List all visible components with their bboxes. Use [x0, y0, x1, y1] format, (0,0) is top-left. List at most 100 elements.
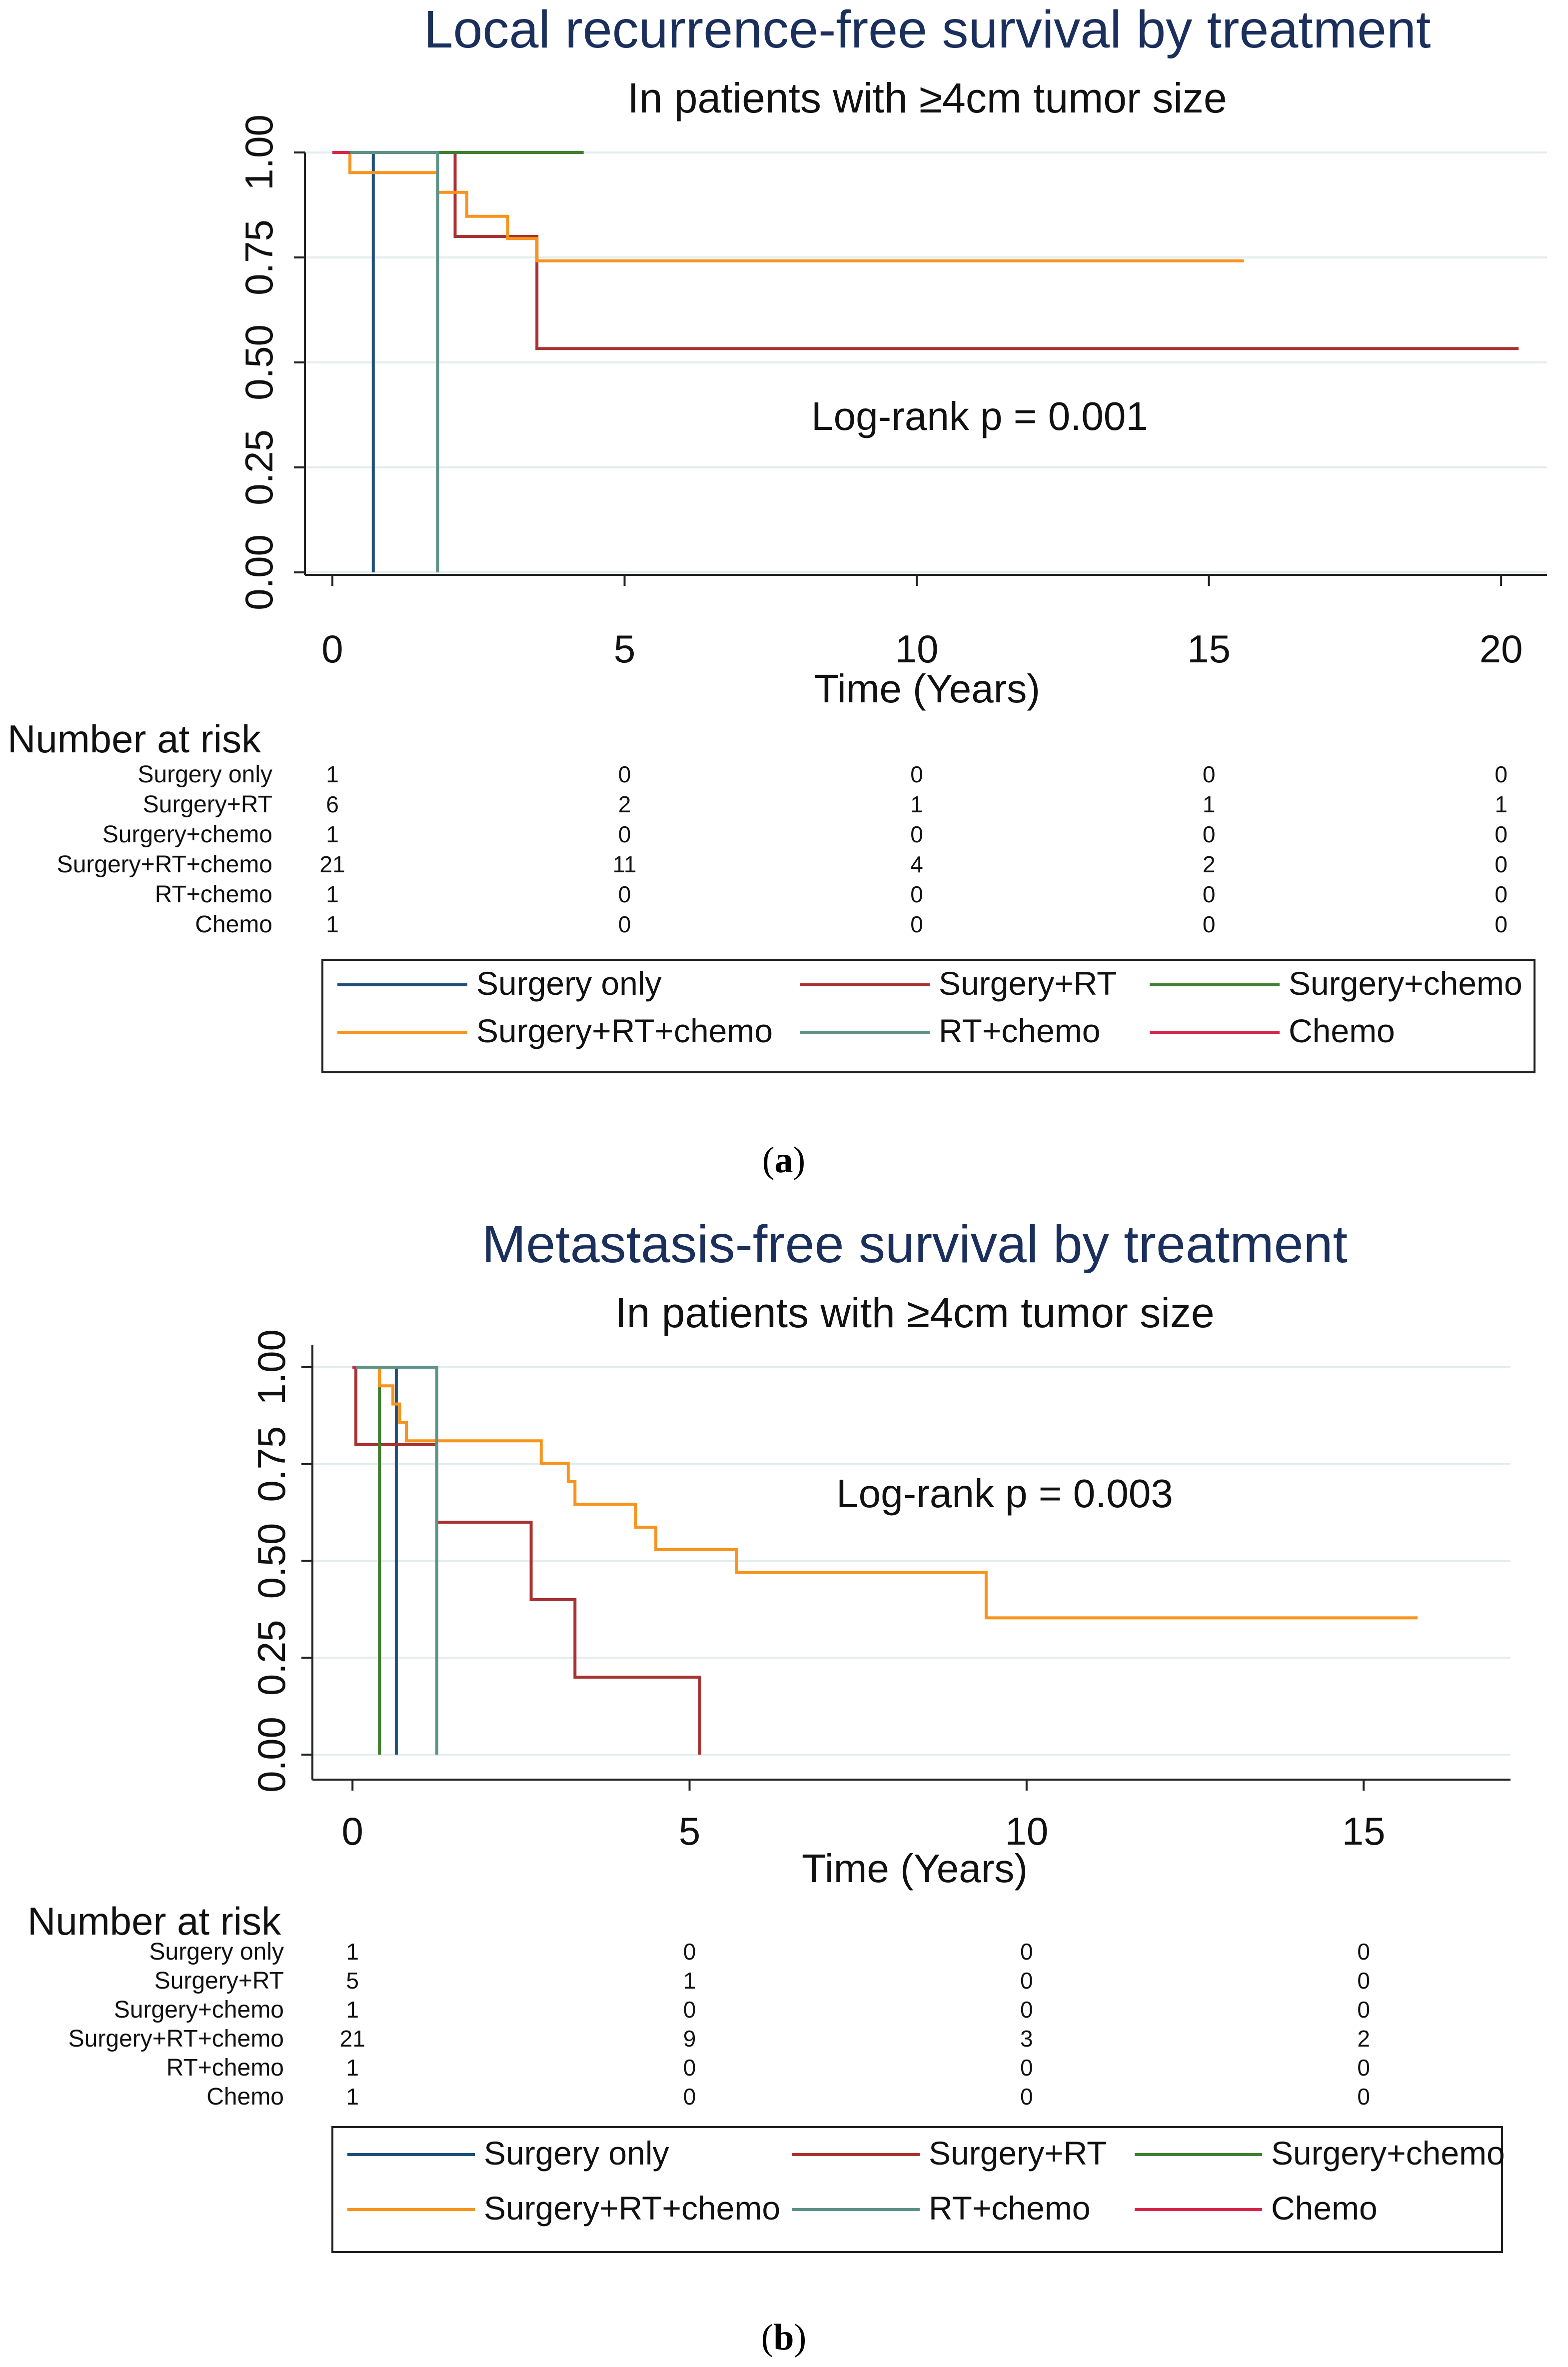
risk-count: 1 [326, 911, 339, 937]
risk-row-label-surgery-chemo: Surgery+chemo [102, 821, 272, 848]
risk-count: 0 [1357, 1968, 1370, 1994]
risk-count: 0 [1495, 851, 1508, 877]
risk-count: 0 [1020, 1939, 1033, 1965]
x-tick-label: 5 [614, 627, 635, 671]
legend-label-surgery-chemo: Surgery+chemo [1271, 2135, 1505, 2172]
risk-count: 0 [1357, 2084, 1370, 2110]
risk-count: 0 [1203, 761, 1216, 787]
panel-caption: (b) [761, 2317, 806, 2358]
risk-count: 0 [683, 1997, 696, 2023]
y-tick-label: 1.00 [237, 114, 281, 190]
risk-count: 0 [1357, 1939, 1370, 1965]
risk-row-label-surgery-rt: Surgery+RT [154, 1968, 284, 1994]
risk-count: 0 [1495, 911, 1508, 937]
series-line-surgery-rt [352, 1366, 701, 1755]
risk-table-title: Number at risk [27, 1899, 281, 1943]
risk-count: 1 [683, 1968, 696, 1994]
y-tick-label: 1.00 [249, 1329, 293, 1405]
risk-count: 0 [1357, 1997, 1370, 2023]
risk-count: 0 [618, 761, 631, 787]
risk-row-label-chemo: Chemo [195, 911, 272, 938]
risk-count: 0 [683, 2055, 696, 2081]
x-tick-label: 0 [342, 1809, 363, 1853]
risk-count: 21 [319, 851, 345, 877]
legend-label-chemo: Chemo [1271, 2190, 1378, 2227]
log-rank-annotation: Log-rank p = 0.001 [811, 394, 1148, 438]
risk-count: 5 [346, 1968, 359, 1994]
risk-row-label-surgery-rt-chemo: Surgery+RT+chemo [57, 851, 272, 878]
risk-count: 1 [326, 881, 339, 907]
risk-count: 0 [1203, 821, 1216, 847]
risk-count: 0 [910, 821, 923, 847]
risk-count: 0 [910, 761, 923, 787]
risk-count: 3 [1020, 2026, 1033, 2052]
risk-count: 0 [1495, 761, 1508, 787]
y-tick-label: 0.25 [237, 429, 281, 505]
series-line-surgery-rt-chemo [352, 1366, 1418, 1620]
y-tick-label: 0.50 [249, 1523, 293, 1599]
x-tick-label: 10 [895, 627, 939, 671]
risk-row-label-surgery-rt: Surgery+RT [143, 791, 272, 818]
risk-count: 0 [1203, 911, 1216, 937]
risk-count: 1 [326, 821, 339, 847]
y-tick-label: 0.25 [249, 1620, 293, 1696]
risk-count: 0 [1020, 1968, 1033, 1994]
y-tick-label: 0.75 [237, 219, 281, 295]
risk-count: 0 [1495, 881, 1508, 907]
legend-box [321, 959, 1536, 1073]
risk-count: 0 [1203, 881, 1216, 907]
legend-label-surgery-rt: Surgery+RT [939, 965, 1117, 1002]
risk-count: 0 [1495, 821, 1508, 847]
risk-count: 0 [1357, 2055, 1370, 2081]
risk-count: 1 [346, 1939, 359, 1965]
x-axis-title: Time (Years) [802, 1846, 1028, 1891]
risk-count: 4 [910, 851, 923, 877]
risk-row-label-surgery-only: Surgery only [138, 761, 272, 788]
panel-caption: (a) [762, 1140, 805, 1181]
chart-title: Local recurrence-free survival by treatm… [424, 0, 1431, 59]
risk-count: 1 [910, 791, 923, 817]
legend-label-surgery-rt-chemo: Surgery+RT+chemo [476, 1012, 773, 1049]
legend-label-surgery-only: Surgery only [484, 2135, 669, 2172]
risk-count: 2 [1357, 2026, 1370, 2052]
series-line-rt-chemo [332, 151, 439, 572]
chart-title: Metastasis-free survival by treatment [482, 1215, 1348, 1274]
chart-subtitle: In patients with ≥4cm tumor size [615, 1289, 1214, 1336]
legend-box [331, 2126, 1503, 2253]
risk-count: 21 [340, 2026, 365, 2052]
risk-row-label-surgery-rt-chemo: Surgery+RT+chemo [68, 2026, 284, 2052]
risk-row-label-surgery-only: Surgery only [149, 1939, 284, 1965]
log-rank-annotation: Log-rank p = 0.003 [836, 1471, 1173, 1516]
legend-label-surgery-rt: Surgery+RT [929, 2135, 1107, 2172]
risk-table-title: Number at risk [7, 717, 261, 761]
legend-label-surgery-rt-chemo: Surgery+RT+chemo [484, 2190, 780, 2227]
chart-subtitle: In patients with ≥4cm tumor size [627, 74, 1227, 121]
series-line-rt-chemo [352, 1366, 438, 1755]
y-tick-label: 0.50 [237, 324, 281, 400]
legend-label-chemo: Chemo [1289, 1012, 1395, 1049]
risk-count: 1 [346, 2084, 359, 2110]
x-tick-label: 15 [1342, 1809, 1386, 1853]
y-tick-label: 0.00 [249, 1717, 293, 1793]
risk-count: 2 [618, 791, 631, 817]
risk-count: 0 [618, 821, 631, 847]
x-tick-label: 15 [1187, 627, 1231, 671]
risk-row-label-surgery-chemo: Surgery+chemo [114, 1997, 284, 2023]
risk-count: 0 [1020, 1997, 1033, 2023]
legend-label-surgery-only: Surgery only [476, 965, 662, 1002]
risk-count: 0 [910, 881, 923, 907]
panel-a: Local recurrence-free survival by treatm… [7, 0, 1547, 1181]
risk-count: 0 [683, 1939, 696, 1965]
risk-count: 0 [1020, 2084, 1033, 2110]
risk-count: 1 [326, 761, 339, 787]
risk-row-label-chemo: Chemo [206, 2084, 284, 2110]
risk-count: 1 [1203, 791, 1216, 817]
risk-count: 6 [326, 791, 339, 817]
risk-count: 1 [346, 1997, 359, 2023]
legend-label-rt-chemo: RT+chemo [939, 1012, 1100, 1049]
x-tick-label: 0 [321, 627, 343, 671]
panel-b: Metastasis-free survival by treatment In … [27, 1215, 1511, 2358]
risk-count: 9 [683, 2026, 696, 2052]
